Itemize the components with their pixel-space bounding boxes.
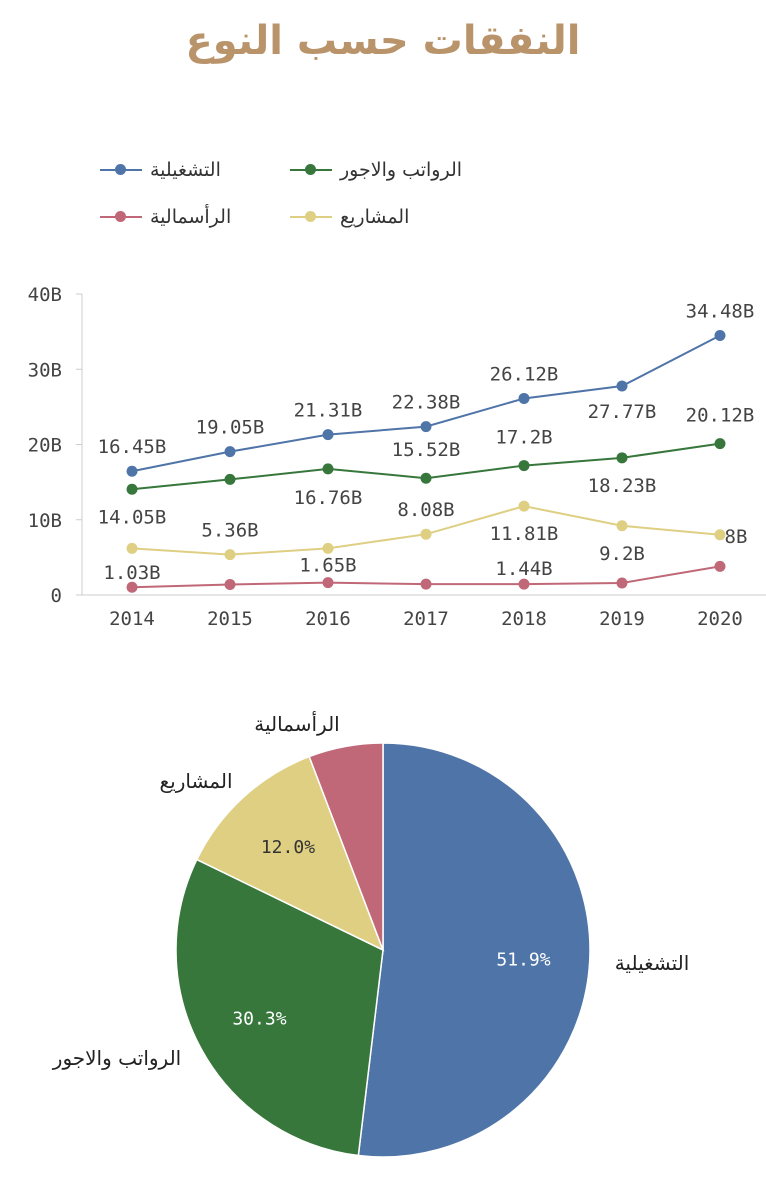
data-point-salaries (322, 463, 334, 475)
data-label-projects: 11.81B (490, 523, 559, 545)
pie-category-label-capital: الرأسمالية (254, 711, 340, 736)
data-point-capital (714, 560, 726, 572)
legend-marker-capital (100, 211, 142, 222)
data-point-capital (322, 577, 334, 589)
legend-label-salaries: الرواتب والاجور (340, 159, 463, 181)
x-tick-label: 2014 (109, 608, 155, 630)
data-label-operational: 26.12B (490, 363, 559, 385)
data-point-salaries (518, 460, 530, 472)
data-label-operational: 19.05B (196, 417, 265, 439)
pie-value-label-projects: 12.0% (261, 837, 315, 858)
legend-marker-projects (290, 211, 332, 222)
x-tick-label: 2015 (207, 608, 253, 630)
pie-value-label-operational: 51.9% (496, 949, 550, 970)
pie-category-label-operational: التشغيلية (615, 951, 690, 975)
data-label-salaries: 18.23B (588, 475, 657, 497)
data-point-projects (322, 542, 334, 554)
data-point-salaries (616, 452, 628, 464)
legend-label-projects: المشاريع (340, 206, 410, 228)
y-tick-label: 30B (28, 359, 62, 381)
data-label-projects: 8.08B (397, 499, 454, 521)
page-title: النفقات حسب النوع (185, 18, 581, 64)
data-label-salaries: 14.05B (98, 506, 167, 528)
pie-slice-operational (357, 742, 591, 1158)
data-label-salaries: 17.2B (495, 427, 552, 449)
data-point-operational (420, 421, 432, 433)
x-tick-label: 2017 (403, 608, 449, 630)
data-label-projects: 5.36B (201, 520, 258, 542)
data-label-operational: 22.38B (392, 392, 461, 414)
x-tick-label: 2018 (501, 608, 547, 630)
pie-chart: 51.9% التشغيلية 30.3% الرواتب والاجور 12.0% ا… (52, 711, 690, 1158)
y-tick-label: 0 (51, 585, 62, 607)
pie-value-label-salaries: 30.3% (232, 1008, 286, 1029)
data-label-operational: 34.48B (686, 301, 755, 323)
data-label-capital: 1.03B (103, 562, 160, 584)
data-point-projects (616, 520, 628, 532)
data-point-operational (322, 429, 334, 441)
pie-slice-salaries (175, 858, 384, 1157)
x-tick-label: 2016 (305, 608, 351, 630)
x-tick-label: 2020 (697, 608, 743, 630)
y-tick-label: 20B (28, 435, 62, 457)
data-point-operational (126, 465, 138, 477)
data-point-operational (714, 330, 726, 342)
legend-marker-salaries (290, 164, 332, 175)
data-label-salaries: 16.76B (294, 487, 363, 509)
pie-category-label-salaries: الرواتب والاجور (52, 1046, 181, 1070)
data-point-salaries (126, 483, 138, 495)
data-point-capital (420, 578, 432, 590)
data-point-projects (126, 542, 138, 554)
data-point-capital (126, 581, 138, 593)
data-point-projects (714, 529, 726, 541)
data-label-salaries: 20.12B (686, 405, 755, 427)
data-point-operational (518, 392, 530, 404)
line-chart: 0 10B 20B 30B 40B 2014 2015 2016 2017 2018 2019 202… (28, 284, 766, 630)
data-point-projects (518, 500, 530, 512)
legend-item-salaries[interactable]: الرواتب والاجور (290, 155, 462, 185)
data-label-operational: 27.77B (588, 401, 657, 423)
y-tick-label: 10B (28, 510, 62, 532)
data-point-capital (518, 578, 530, 590)
pie-slice-projects (195, 755, 385, 952)
data-label-projects: 9.2B (599, 543, 645, 565)
legend-item-projects[interactable]: المشاريع (290, 202, 409, 232)
data-point-salaries (224, 473, 236, 485)
legend-marker-operational (100, 164, 142, 175)
legend-item-operational[interactable]: التشغيلية (100, 155, 221, 185)
data-point-salaries (420, 472, 432, 484)
data-label-capital: 1.65B (299, 555, 356, 577)
data-label-operational: 21.31B (294, 400, 363, 422)
legend-item-capital[interactable]: الرأسمالية (100, 202, 231, 232)
data-point-salaries (714, 438, 726, 450)
y-tick-label: 40B (28, 284, 62, 306)
legend-label-operational: التشغيلية (150, 159, 221, 181)
legend-label-capital: الرأسمالية (150, 206, 232, 228)
pie-slice-capital (308, 742, 384, 951)
data-point-capital (224, 578, 236, 590)
data-point-operational (616, 380, 628, 392)
pie-category-label-projects: المشاريع (159, 769, 232, 793)
x-tick-label: 2019 (599, 608, 645, 630)
data-point-projects (420, 528, 432, 540)
data-label-projects: 8B (725, 526, 748, 548)
data-point-capital (616, 577, 628, 589)
data-label-salaries: 15.52B (392, 439, 461, 461)
data-label-operational: 16.45B (98, 436, 167, 458)
data-point-operational (224, 446, 236, 458)
data-label-capital: 1.44B (495, 558, 552, 580)
legend: التشغيلية الرواتب والاجور الرأسمالية الم… (100, 150, 480, 240)
data-point-projects (224, 549, 236, 561)
